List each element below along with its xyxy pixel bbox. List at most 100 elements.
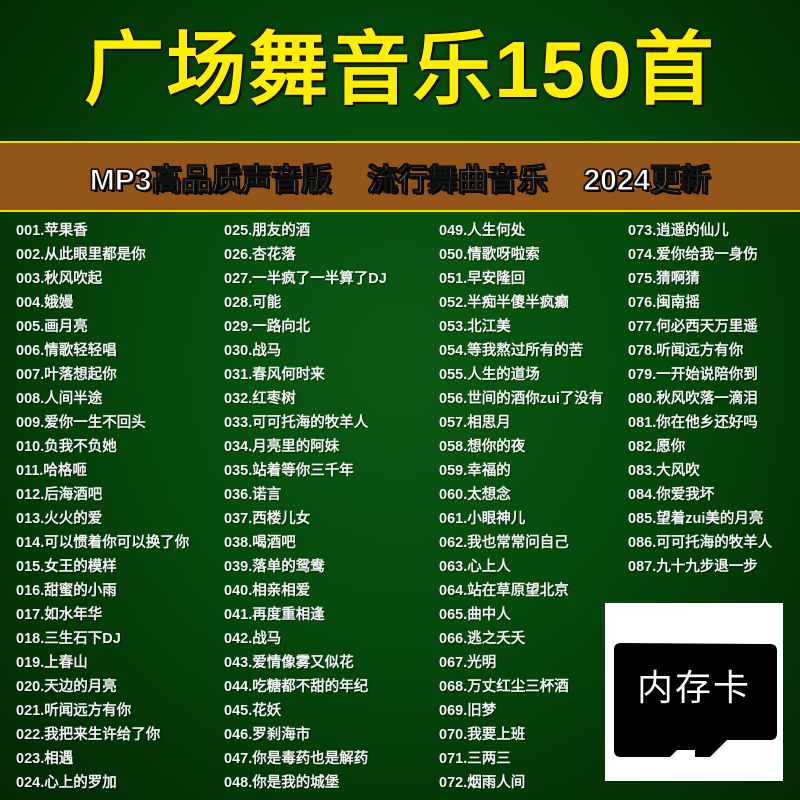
song-item: 076.闽南摇	[628, 295, 700, 311]
song-item: 035.站着等你三千年	[224, 463, 354, 479]
sd-card-icon	[614, 643, 777, 757]
song-item: 067.光明	[439, 655, 497, 671]
song-item: 022.我把来生许给了你	[16, 727, 161, 743]
song-item: 021.听闻远方有你	[16, 703, 132, 719]
song-item: 047.你是毒药也是解药	[224, 751, 369, 767]
song-item: 070.我要上班	[439, 727, 526, 743]
song-item: 060.太想念	[439, 487, 511, 503]
song-item: 040.相亲相爱	[224, 583, 311, 599]
song-item: 051.早安隆回	[439, 271, 526, 287]
song-item: 068.万丈红尘三杯酒	[439, 679, 569, 695]
song-item: 037.西楼儿女	[224, 511, 311, 527]
song-item: 027.一半疯了一半算了DJ	[224, 271, 387, 287]
song-item: 016.甜蜜的小雨	[16, 583, 117, 599]
memory-card-badge: 内存卡	[605, 603, 783, 781]
song-item: 031.春风何时来	[224, 367, 325, 383]
song-item: 033.可可托海的牧羊人	[224, 415, 369, 431]
song-item: 078.听闻远方有你	[628, 343, 744, 359]
song-item: 057.相思月	[439, 415, 511, 431]
song-item: 066.逃之夭夭	[439, 631, 526, 647]
song-item: 028.可能	[224, 295, 282, 311]
song-item: 034.月亮里的阿妹	[224, 439, 340, 455]
song-item: 084.你爱我坏	[628, 487, 715, 503]
song-item: 081.你在他乡还好吗	[628, 415, 758, 431]
song-item: 058.想你的夜	[439, 439, 526, 455]
song-item: 036.诺言	[224, 487, 282, 503]
song-item: 019.上春山	[16, 655, 88, 671]
song-item: 043.爱情像雾又似花	[224, 655, 354, 671]
song-item: 056.世间的酒你zui了没有	[439, 391, 604, 407]
song-item: 072.烟雨人间	[439, 775, 526, 791]
song-item: 004.娥嫚	[16, 295, 74, 311]
song-item: 048.你是我的城堡	[224, 775, 340, 791]
song-item: 039.落单的鸳鸯	[224, 559, 325, 575]
banner-update: 2024更新	[583, 163, 711, 197]
song-item: 053.北江美	[439, 319, 511, 335]
song-item: 059.幸福的	[439, 463, 511, 479]
song-item: 054.等我熬过所有的苦	[439, 343, 584, 359]
memory-card-label: 内存卡	[636, 667, 751, 708]
song-item: 003.秋风吹起	[16, 271, 103, 287]
song-item: 046.罗刹海市	[224, 727, 311, 743]
song-item: 049.人生何处	[439, 223, 526, 239]
song-item: 007.叶落想起你	[16, 367, 117, 383]
song-item: 006.情歌轻轻唱	[16, 343, 117, 359]
song-item: 023.相遇	[16, 751, 74, 767]
song-column-2: 025.朋友的酒 026.杏花落 027.一半疯了一半算了DJ 028.可能 029.一…	[224, 219, 387, 795]
song-item: 020.天边的月亮	[16, 679, 117, 695]
song-item: 010.负我不负她	[16, 439, 117, 455]
song-item: 012.后海酒吧	[16, 487, 103, 503]
song-item: 063.心上人	[439, 559, 511, 575]
song-item: 064.站在草原望北京	[439, 583, 569, 599]
song-item: 080.秋风吹落一滴泪	[628, 391, 758, 407]
song-item: 002.从此眼里都是你	[16, 247, 146, 263]
song-item: 074.爱你给我一身伤	[628, 247, 758, 263]
song-item: 069.旧梦	[439, 703, 497, 719]
song-item: 001.苹果香	[16, 223, 88, 239]
song-item: 030.战马	[224, 343, 282, 359]
song-item: 009.爱你一生不回头	[16, 415, 146, 431]
song-item: 062.我也常常问自己	[439, 535, 569, 551]
song-item: 005.画月亮	[16, 319, 88, 335]
song-item: 079.一开始说陪你到	[628, 367, 758, 383]
song-item: 075.猜啊猜	[628, 271, 700, 287]
song-item: 018.三生石下DJ	[16, 631, 121, 647]
song-item: 052.半痴半傻半疯癫	[439, 295, 569, 311]
song-item: 011.哈格咂	[16, 463, 87, 479]
song-item: 032.红枣树	[224, 391, 296, 407]
song-item: 087.九十九步退一步	[628, 559, 758, 575]
song-item: 055.人生的道场	[439, 367, 540, 383]
song-item: 086.可可托海的牧羊人	[628, 535, 773, 551]
song-item: 008.人间半途	[16, 391, 103, 407]
song-column-4: 073.逍遥的仙儿 074.爱你给我一身伤 075.猜啊猜 076.闽南摇 077.何必…	[628, 219, 772, 579]
song-item: 017.如水年华	[16, 607, 103, 623]
song-item: 026.杏花落	[224, 247, 296, 263]
song-item: 042.战马	[224, 631, 282, 647]
song-item: 014.可以惯着你可以换了你	[16, 535, 190, 551]
song-item: 025.朋友的酒	[224, 223, 311, 239]
song-item: 029.一路向北	[224, 319, 311, 335]
song-item: 044.吃糖都不甜的年纪	[224, 679, 369, 695]
song-item: 013.火火的爱	[16, 511, 103, 527]
song-item: 050.情歌呀啦索	[439, 247, 540, 263]
song-item: 024.心上的罗加	[16, 775, 117, 791]
song-item: 082.愿你	[628, 439, 686, 455]
banner-quality: MP3高品质声音版	[89, 163, 332, 197]
song-item: 041.再度重相逢	[224, 607, 325, 623]
song-item: 015.女王的模样	[16, 559, 117, 575]
song-item: 085.望着zui美的月亮	[628, 511, 764, 527]
feature-banner: MP3高品质声音版 流行舞曲音乐 2024更新	[0, 141, 800, 212]
song-column-1: 001.苹果香 002.从此眼里都是你 003.秋风吹起 004.娥嫚 005.画月亮 0…	[16, 219, 189, 795]
song-item: 071.三两三	[439, 751, 511, 767]
song-item: 061.小眼神儿	[439, 511, 526, 527]
banner-genre: 流行舞曲音乐	[367, 163, 548, 197]
song-column-3: 049.人生何处 050.情歌呀啦索 051.早安隆回 052.半痴半傻半疯癫 053.…	[439, 219, 603, 795]
song-item: 077.何必西天万里遥	[628, 319, 758, 335]
song-item: 083.大风吹	[628, 463, 700, 479]
song-item: 073.逍遥的仙儿	[628, 223, 729, 239]
song-item: 045.花妖	[224, 703, 282, 719]
song-item: 065.曲中人	[439, 607, 511, 623]
song-item: 038.喝酒吧	[224, 535, 296, 551]
main-title: 广场舞音乐150首	[84, 25, 716, 114]
